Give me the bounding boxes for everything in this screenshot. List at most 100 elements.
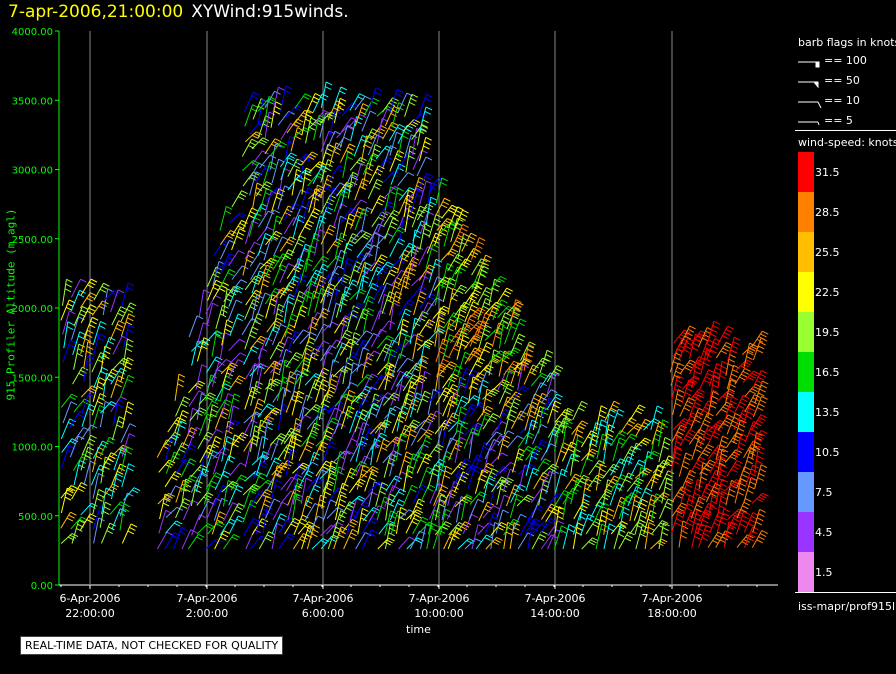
wind-barb-flag [310, 280, 318, 285]
wind-barb-shaft [540, 389, 552, 404]
wind-barb-flag [549, 517, 557, 522]
wind-barb-flag [472, 376, 480, 381]
wind-barb-flag [695, 488, 702, 492]
wind-barb-flag [460, 436, 467, 441]
wind-barb-shaft [705, 483, 716, 503]
wind-barb-flag [412, 374, 420, 379]
wind-barb-shaft [305, 117, 312, 144]
wind-barb-flag [756, 517, 764, 522]
wind-barb-flag [218, 521, 225, 526]
wind-barb-flag [109, 336, 116, 341]
wind-barb-shaft [517, 364, 524, 391]
wind-barb-shaft [532, 440, 542, 460]
wind-barb-shaft [409, 530, 420, 550]
wind-barb-shaft [291, 189, 302, 211]
wind-barb-flag [278, 435, 286, 440]
wind-barb-flag [296, 178, 303, 183]
wind-barb-flag [305, 294, 312, 299]
wind-barb-flag [127, 282, 135, 287]
wind-barb-shaft [533, 393, 543, 416]
wind-barb-shaft [244, 241, 255, 260]
wind-barb-shaft [198, 289, 205, 317]
wind-barb-flag [361, 436, 369, 441]
wind-barb-flag [82, 306, 89, 310]
wind-barb-flag [212, 273, 220, 278]
wind-barb-flag [222, 474, 229, 479]
wind-barb-shaft [120, 375, 129, 397]
wind-barb-shaft [497, 435, 505, 460]
wind-barb-flag [539, 443, 547, 448]
wind-barb-flag [223, 470, 231, 475]
wind-barb-flag [503, 379, 510, 384]
wind-barb-flag [666, 502, 673, 506]
wind-barb-flag [404, 373, 411, 378]
wind-barb-shaft [219, 332, 226, 359]
wind-barb-flag [241, 190, 248, 195]
wind-barb-flag [479, 478, 486, 482]
wind-barb-flag [663, 459, 670, 464]
wind-barb-shaft [291, 169, 298, 196]
wind-barb-flag [726, 342, 733, 346]
wind-barb-flag [127, 357, 134, 362]
wind-barb-flag [71, 485, 78, 489]
wind-barb-flag [349, 143, 356, 148]
wind-barb-flag [227, 480, 235, 484]
wind-barb-shaft [299, 153, 307, 179]
wind-barb-flag [696, 398, 703, 403]
wind-barb-flag [718, 511, 725, 516]
wind-barb-flag [674, 388, 681, 393]
wind-barb-shaft [477, 298, 487, 321]
wind-barb-shaft [375, 482, 383, 507]
wind-barb-flag [590, 430, 598, 435]
wind-barb-shaft [101, 487, 107, 515]
wind-barb-flag [453, 392, 460, 397]
wind-barb-flag [678, 424, 685, 428]
wind-barb-flag [461, 263, 469, 268]
wind-barb-flag [471, 369, 478, 374]
wind-barb-flag [232, 397, 240, 402]
wind-barb-flag [729, 488, 736, 493]
wind-barb-flag [727, 408, 735, 413]
wind-barb-shaft [265, 457, 276, 478]
wind-barb-flag [88, 294, 95, 299]
wind-barb-shaft [743, 477, 752, 502]
wind-barb-shaft [483, 468, 493, 489]
wind-barb-shaft [264, 96, 270, 124]
wind-barb-shaft [273, 236, 283, 257]
wind-barb-flag [256, 402, 264, 407]
wind-barb-flag [266, 534, 274, 539]
wind-barb-flag [257, 493, 265, 498]
wind-barb-flag [484, 468, 491, 473]
wind-barb-shaft [390, 370, 401, 391]
wind-barb-shaft [265, 294, 273, 319]
wind-barb-flag [583, 501, 590, 506]
wind-barb-shaft [397, 319, 404, 346]
wind-barb-flag [645, 487, 653, 492]
wind-barb-shaft [706, 321, 715, 345]
wind-barb-flag [581, 400, 588, 405]
wind-barb-shaft [468, 422, 478, 445]
wind-barb-flag [704, 357, 711, 362]
wind-barb-flag [288, 263, 295, 267]
wind-barb-shaft [395, 507, 402, 534]
wind-barb-shaft [230, 279, 242, 294]
wind-barb-flag [693, 405, 700, 410]
wind-barb-flag [314, 93, 322, 97]
wind-barb-flag [179, 530, 187, 535]
wind-barb-shaft [250, 398, 259, 422]
wind-barb-shaft [602, 437, 608, 464]
wind-barb-flag [458, 476, 465, 481]
wind-barb-shaft [279, 490, 292, 505]
wind-barb-flag [759, 468, 767, 473]
wind-barb-flag [342, 482, 349, 487]
wind-barb-shaft [482, 505, 494, 519]
wind-barb-shaft [264, 410, 272, 434]
wind-barb-shaft [220, 253, 230, 274]
wind-barb-shaft [329, 182, 341, 197]
wind-barb-flag [592, 537, 599, 542]
wind-barb-shaft [271, 159, 280, 184]
wind-barb-flag [236, 506, 243, 511]
wind-barb-flag [414, 229, 422, 234]
wind-barb-flag [323, 308, 331, 313]
wind-barb-shaft [241, 318, 253, 336]
